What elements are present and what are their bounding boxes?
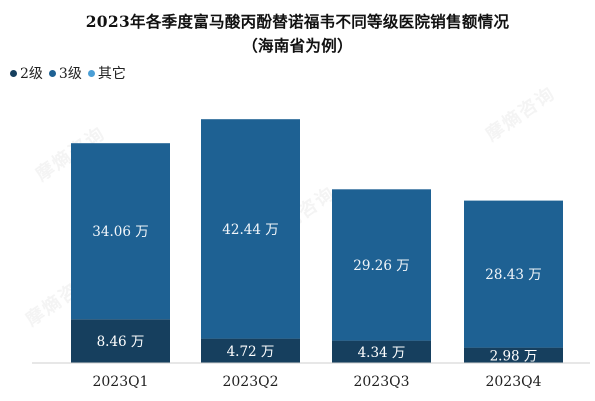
data-label: 2.98 万 [490, 348, 538, 364]
data-label: 4.34 万 [358, 345, 406, 361]
data-label: 8.46 万 [97, 334, 145, 350]
legend-item-2: 2级 [10, 63, 43, 83]
legend-swatch-other [87, 69, 95, 77]
legend-item-3: 3级 [48, 63, 82, 83]
legend-label-other: 其它 [97, 66, 126, 82]
legend-swatch-3 [48, 69, 56, 77]
x-tick-label: 2023Q1 [92, 374, 148, 390]
data-label: 28.43 万 [485, 267, 541, 283]
x-tick-label: 2023Q3 [353, 374, 409, 390]
data-label: 4.72 万 [227, 344, 275, 360]
bar-segment-2 [201, 119, 300, 339]
bar-segment-2 [332, 189, 431, 341]
bar-segment-1 [332, 340, 431, 363]
data-label: 29.26 万 [353, 258, 409, 274]
bar-segment-1 [71, 319, 170, 363]
legend-item-other: 其它 [87, 63, 126, 83]
bar-segment-1 [201, 338, 300, 363]
legend-label-3: 3级 [58, 66, 82, 82]
chart-title: 2023年各季度富马酸丙酚替诺福韦不同等级医院销售额情况 [85, 12, 510, 31]
bar-segment-2 [71, 143, 170, 320]
x-tick-label: 2023Q4 [485, 374, 541, 390]
bar-segment-2 [464, 200, 563, 348]
data-label: 42.44 万 [222, 222, 278, 238]
chart-legend: 2级 3级 其它 [10, 63, 132, 83]
bar-segment-1 [464, 347, 563, 363]
data-label: 34.06 万 [92, 224, 148, 240]
chart-subtitle: （海南省为例） [242, 36, 353, 55]
legend-swatch-2 [10, 69, 17, 77]
legend-label-2: 2级 [20, 66, 43, 82]
x-tick-label: 2023Q2 [222, 374, 278, 390]
